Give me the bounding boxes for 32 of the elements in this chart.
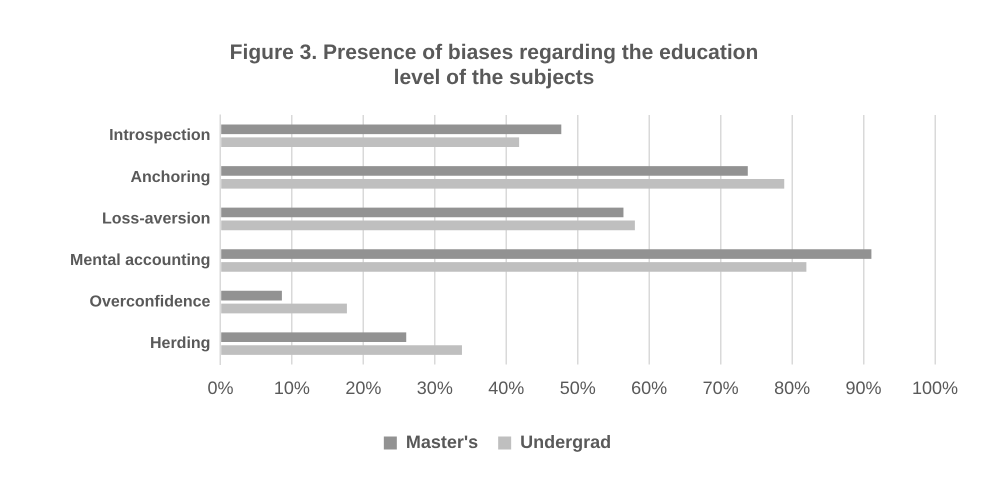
y-tick-label: Overconfidence bbox=[90, 293, 211, 310]
chart-title: Figure 3. Presence of biases regarding the education level of the subjects bbox=[228, 40, 760, 90]
x-tick-label: 60% bbox=[631, 378, 668, 398]
x-tick-label: 40% bbox=[488, 378, 524, 398]
x-tick-label: 50% bbox=[560, 378, 596, 398]
x-tick-label: 90% bbox=[846, 378, 882, 398]
bar bbox=[221, 178, 784, 189]
bar bbox=[221, 290, 282, 300]
y-tick-label: Mental accounting bbox=[70, 252, 210, 269]
x-tick-label: 70% bbox=[702, 378, 739, 398]
x-tick-label: 100% bbox=[912, 378, 958, 398]
y-tick-label: Loss-aversion bbox=[102, 210, 210, 228]
x-tick-label: 0% bbox=[207, 378, 234, 398]
legend-label: Master's bbox=[406, 432, 478, 452]
x-tick-label: 80% bbox=[774, 378, 810, 398]
bar bbox=[221, 124, 562, 134]
y-tick-label: Anchoring bbox=[130, 168, 210, 186]
y-tick-label: Herding bbox=[150, 335, 210, 352]
bar bbox=[221, 220, 635, 230]
bar bbox=[221, 262, 806, 272]
x-tick-label: 20% bbox=[345, 378, 382, 398]
bar bbox=[221, 208, 624, 218]
y-tick-label: Introspection bbox=[109, 127, 210, 144]
bar bbox=[221, 345, 462, 355]
bar bbox=[221, 249, 872, 259]
bar bbox=[221, 166, 748, 176]
legend-label: Undergrad bbox=[520, 432, 612, 452]
bar bbox=[221, 304, 347, 314]
bar bbox=[221, 332, 406, 342]
bar bbox=[221, 137, 520, 148]
x-tick-label: 10% bbox=[274, 378, 310, 398]
x-tick-label: 30% bbox=[416, 378, 453, 398]
